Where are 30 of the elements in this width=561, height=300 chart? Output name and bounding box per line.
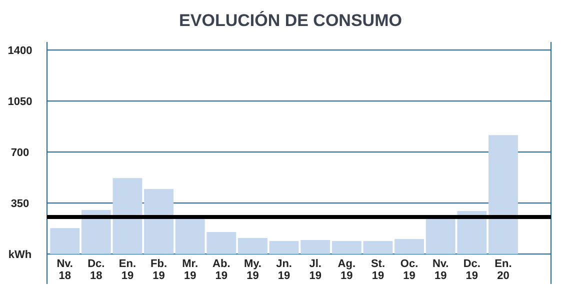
x-tick-label: Jl. 19 <box>309 258 322 282</box>
y-tick-label: 350 <box>10 198 30 210</box>
y-axis-title: kWh <box>8 249 32 261</box>
x-tick-label: En. 19 <box>118 258 136 282</box>
x-tick-label: Nv. 18 <box>56 258 74 282</box>
bar <box>488 135 518 254</box>
x-tick-label: Ag. 19 <box>338 258 356 282</box>
bar <box>81 210 111 254</box>
x-tick-label: Dc. 18 <box>88 258 105 282</box>
bar <box>144 189 174 254</box>
y-tick-label: 700 <box>10 147 30 159</box>
chart-title: EVOLUCIÓN DE CONSUMO <box>179 10 402 30</box>
x-tick-label: Fb. 19 <box>150 258 168 282</box>
x-tick-label: Mr. 19 <box>182 258 198 282</box>
bar <box>394 238 424 254</box>
bar <box>332 241 362 254</box>
x-tick-label: Jn. 19 <box>276 258 292 282</box>
bar <box>363 241 393 254</box>
x-tick-label: St. 19 <box>370 258 386 282</box>
x-tick-label: My. 19 <box>244 258 262 282</box>
x-tick-label: Dc. 19 <box>463 258 480 282</box>
bar <box>112 178 142 254</box>
bar <box>238 238 268 254</box>
x-tick-label: En. 20 <box>494 258 512 282</box>
x-tick-label: Ab. 19 <box>212 258 230 282</box>
y-tick-label: 1050 <box>8 96 32 108</box>
x-tick-label: Nv. 19 <box>432 258 449 282</box>
y-tick-label: 1400 <box>8 45 32 57</box>
x-tick-label: Oc. 19 <box>400 258 418 282</box>
bar <box>50 228 80 254</box>
